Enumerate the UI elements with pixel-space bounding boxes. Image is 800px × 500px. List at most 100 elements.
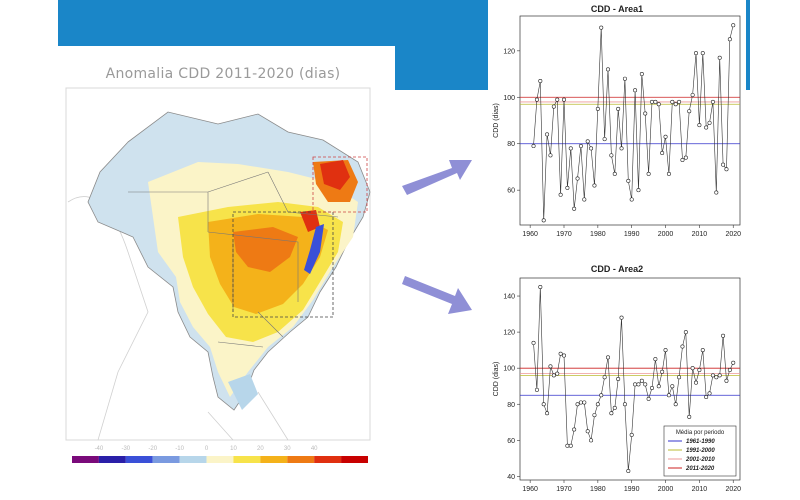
data-point (633, 382, 638, 387)
plot-frame (519, 15, 741, 226)
colorbar-label: -10 (175, 446, 184, 452)
data-point (677, 99, 682, 104)
anomaly-map-panel: Anomalia CDD 2011-2020 (dias) -40 -30 -20-… (58, 52, 388, 470)
legend-entry: 2001-2010 (685, 457, 715, 463)
colorbar-label: 0 (205, 446, 209, 452)
data-point (721, 333, 726, 338)
data-point (650, 386, 655, 391)
x-tick-label: 2000 (658, 486, 674, 493)
y-tick-label: 60 (507, 438, 515, 445)
data-point (572, 206, 577, 211)
map-title: Anomalia CDD 2011-2020 (dias) (105, 66, 341, 82)
y-axis-label: CDD (dias) (493, 362, 500, 397)
data-point (626, 178, 631, 183)
data-point (639, 72, 644, 77)
data-point (677, 375, 682, 380)
data-point (575, 402, 580, 407)
data-point (595, 402, 600, 407)
data-point (609, 153, 614, 158)
x-tick-label: 1960 (522, 486, 538, 493)
colorbar-swatch (233, 456, 261, 463)
data-point (616, 106, 621, 111)
data-point (680, 344, 685, 349)
y-tick-label: 100 (503, 366, 515, 373)
data-point (636, 382, 641, 387)
data-point (700, 51, 705, 56)
colorbar-swatch (125, 456, 153, 463)
data-point (727, 367, 732, 372)
data-point (558, 192, 563, 197)
data-point (541, 402, 546, 407)
colorbar-swatch (72, 456, 99, 463)
data-point (612, 171, 617, 176)
data-point (622, 76, 627, 81)
y-tick-label: 60 (507, 188, 515, 195)
chart-area1: 1960 1970 1980 1990 2000 2010 2020 60 80 100 120 CD… (493, 15, 741, 238)
x-tick-label: 1990 (624, 231, 640, 238)
x-tick-label: 1980 (590, 231, 606, 238)
data-point (592, 413, 597, 418)
colorbar-swatch (341, 456, 368, 463)
colorbar-label: -30 (121, 446, 130, 452)
data-point (683, 330, 688, 335)
y-tick-label: 80 (507, 141, 515, 148)
chart-panel-area2: CDD - Area2 1960 1970 1980 1990 2000 2010 2020… (488, 258, 746, 500)
data-point (690, 92, 695, 97)
data-point (582, 400, 587, 405)
data-point (595, 106, 600, 111)
data-point (602, 137, 607, 142)
data-point (731, 360, 736, 365)
data-point (568, 443, 573, 448)
data-point (578, 400, 583, 405)
data-point (551, 104, 556, 109)
data-point (717, 55, 722, 60)
y-tick-label: 80 (507, 402, 515, 409)
data-point (585, 139, 590, 144)
chart-panel-area1: CDD - Area1 1960 1970 1980 1990 2000 2010 2020… (488, 0, 746, 250)
data-point (670, 384, 675, 389)
data-point (724, 167, 729, 172)
data-point (710, 99, 715, 104)
data-point (558, 351, 563, 356)
data-point (690, 366, 695, 371)
data-point (724, 378, 729, 383)
data-point (582, 197, 587, 202)
data-point (606, 67, 611, 72)
data-point (636, 188, 641, 193)
data-point (592, 183, 597, 188)
data-point (683, 155, 688, 160)
data-point (541, 218, 546, 223)
data-point (585, 429, 590, 434)
colorbar-swatch (314, 456, 342, 463)
colorbar-swatch (206, 456, 234, 463)
data-point (727, 37, 732, 42)
data-point (555, 97, 560, 102)
data-point (687, 109, 692, 114)
series-line (533, 286, 734, 472)
data-point (643, 111, 648, 116)
data-point (562, 97, 567, 102)
data-point (538, 285, 543, 290)
data-point (602, 375, 607, 380)
data-point (568, 146, 573, 151)
data-point (694, 380, 699, 385)
data-point (616, 377, 621, 382)
data-point (656, 384, 661, 389)
data-point (710, 373, 715, 378)
colorbar-label: 20 (257, 446, 264, 452)
data-point (629, 432, 634, 437)
data-point (538, 79, 543, 84)
data-point (551, 373, 556, 378)
arrow-to-area1 (402, 160, 472, 195)
data-point (534, 387, 539, 392)
anomaly-map: -40 -30 -20 -10 0 10 20 30 40 (65, 87, 371, 463)
data-point (721, 162, 726, 167)
x-tick-label: 2000 (658, 231, 674, 238)
data-point (619, 315, 624, 320)
colorbar-label: -40 (95, 446, 104, 452)
x-tick-label: 1960 (522, 231, 538, 238)
data-point (531, 340, 536, 345)
y-tick-label: 140 (503, 294, 515, 301)
data-point (694, 51, 699, 56)
data-point (555, 371, 560, 376)
